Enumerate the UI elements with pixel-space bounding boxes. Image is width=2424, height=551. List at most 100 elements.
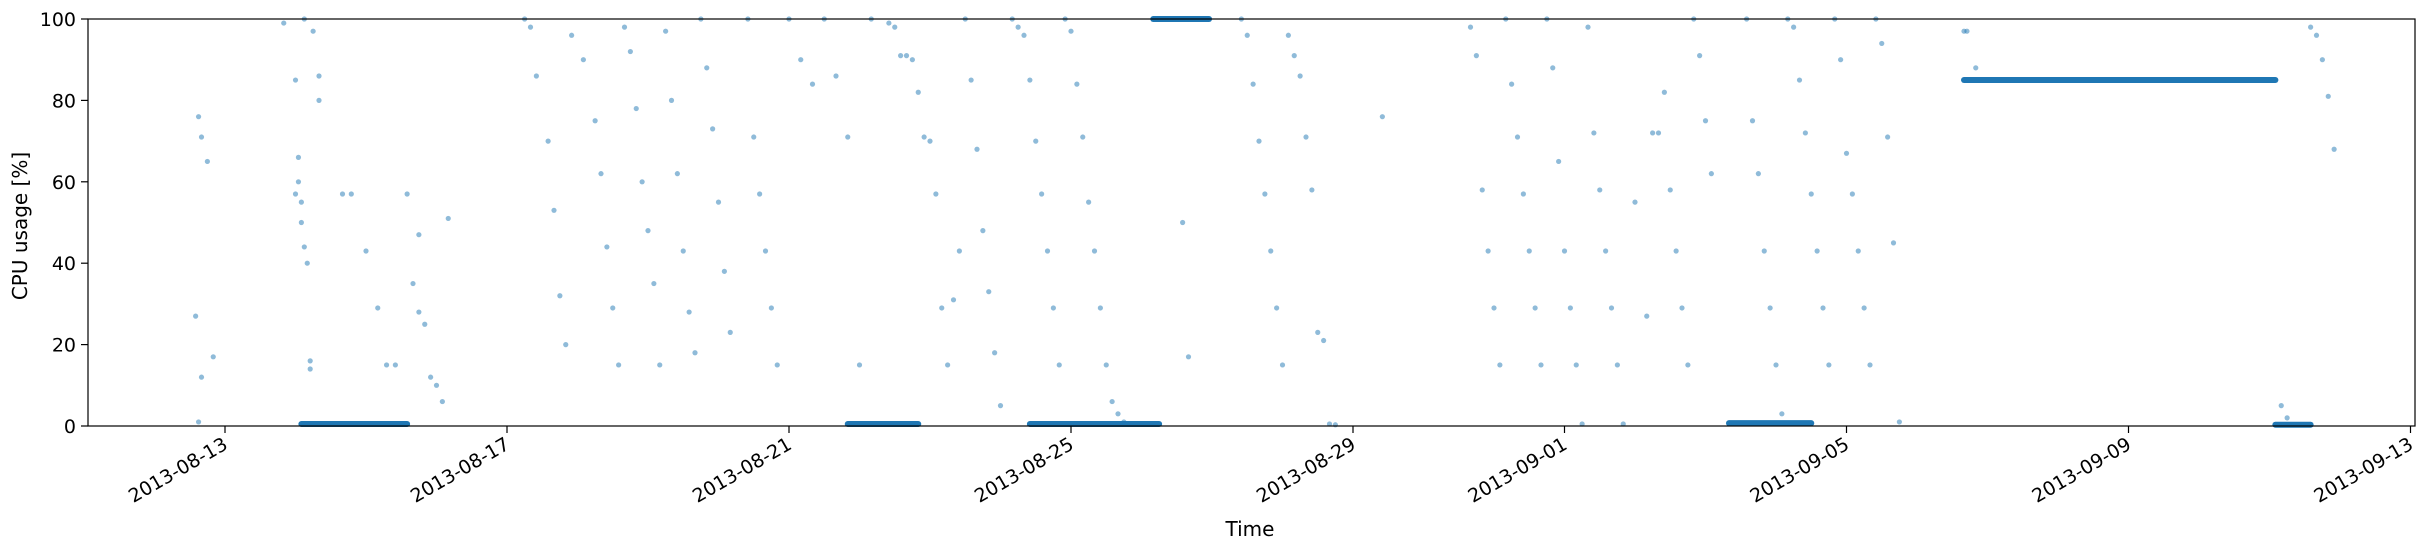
data-point-0-47 xyxy=(598,171,604,177)
data-point-0-179 xyxy=(1685,362,1691,368)
data-point-0-190 xyxy=(1779,411,1785,417)
data-point-0-167 xyxy=(1603,248,1609,254)
data-point-0-14 xyxy=(301,244,307,250)
data-point-0-106 xyxy=(1021,32,1027,38)
data-point-0-197 xyxy=(1820,305,1826,311)
data-point-0-22 xyxy=(339,191,346,197)
data-point-0-59 xyxy=(668,97,675,103)
data-point-0-3 xyxy=(193,313,199,319)
data-point-0-128 xyxy=(1250,81,1256,87)
data-point-0-30 xyxy=(416,309,422,315)
y-tick-label-5: 100 xyxy=(40,9,76,31)
data-point-0-74 xyxy=(768,305,774,311)
data-point-0-149 xyxy=(1497,362,1503,368)
data-point-0-43 xyxy=(563,342,569,348)
y-tick-label-2: 40 xyxy=(52,253,76,275)
data-point-0-108 xyxy=(1033,138,1039,144)
data-point-0-111 xyxy=(1050,305,1056,311)
data-point-0-34 xyxy=(439,398,445,405)
data-point-0-220 xyxy=(2284,415,2290,421)
y-tick-label-3: 60 xyxy=(52,172,76,194)
data-point-0-71 xyxy=(751,134,757,140)
data-point-0-29 xyxy=(410,280,416,287)
data-point-0-136 xyxy=(1297,73,1303,79)
data-point-0-12 xyxy=(298,199,304,205)
data-point-0-186 xyxy=(1755,171,1761,177)
data-point-0-159 xyxy=(1556,158,1562,165)
data-point-0-196 xyxy=(1814,248,1820,254)
data-point-0-28 xyxy=(404,191,410,197)
data-point-0-215 xyxy=(2313,32,2320,38)
data-point-0-133 xyxy=(1279,362,1286,368)
data-point-0-155 xyxy=(1532,305,1538,311)
data-point-0-219 xyxy=(2278,403,2284,409)
data-point-0-177 xyxy=(1673,248,1679,254)
data-point-0-52 xyxy=(627,48,633,55)
data-point-0-205 xyxy=(1867,362,1873,368)
data-point-0-38 xyxy=(527,24,534,30)
data-point-0-110 xyxy=(1044,248,1051,254)
data-point-0-5 xyxy=(198,374,205,380)
data-point-0-218 xyxy=(2331,146,2337,152)
data-point-0-87 xyxy=(903,53,910,59)
x-tick-label-3: 2013-08-25 xyxy=(971,433,1078,507)
data-point-0-93 xyxy=(939,305,945,311)
data-point-0-98 xyxy=(968,77,974,83)
data-point-0-53 xyxy=(633,105,639,112)
data-point-0-109 xyxy=(1039,191,1045,197)
data-point-0-95 xyxy=(950,297,957,303)
data-point-0-8 xyxy=(292,77,299,83)
data-point-0-122 xyxy=(1115,411,1121,417)
data-point-0-139 xyxy=(1315,329,1321,335)
data-point-0-134 xyxy=(1285,32,1291,38)
data-point-0-107 xyxy=(1027,77,1033,83)
data-point-0-146 xyxy=(1479,187,1485,193)
data-point-0-7 xyxy=(281,20,287,26)
data-point-0-153 xyxy=(1520,191,1526,197)
y-tick-label-4: 80 xyxy=(52,90,76,112)
data-point-0-24 xyxy=(363,248,369,254)
data-point-0-158 xyxy=(1550,65,1556,71)
data-point-0-13 xyxy=(298,219,304,226)
data-point-0-25 xyxy=(375,305,381,311)
data-point-0-73 xyxy=(762,248,769,254)
data-point-0-171 xyxy=(1632,199,1638,205)
data-point-0-94 xyxy=(945,362,951,368)
data-point-0-81 xyxy=(845,134,851,140)
data-point-0-135 xyxy=(1291,53,1297,59)
data-point-0-178 xyxy=(1679,305,1685,311)
data-point-0-147 xyxy=(1485,248,1491,254)
data-point-0-174 xyxy=(1655,130,1662,136)
x-axis-label: Time xyxy=(1225,517,1275,541)
data-point-0-50 xyxy=(616,362,622,368)
y-axis-label: CPU usage [%] xyxy=(8,152,32,300)
data-point-0-101 xyxy=(986,289,992,295)
data-point-0-161 xyxy=(1567,305,1573,311)
data-point-0-41 xyxy=(551,207,557,213)
data-point-0-42 xyxy=(557,293,563,299)
data-point-0-46 xyxy=(592,118,598,124)
data-point-0-35 xyxy=(416,232,422,238)
data-point-0-132 xyxy=(1274,305,1280,311)
data-point-0-212 xyxy=(1964,28,1970,34)
data-point-0-203 xyxy=(1855,248,1861,254)
data-point-0-192 xyxy=(1791,24,1797,30)
data-point-0-210 xyxy=(1896,419,1902,425)
data-point-0-116 xyxy=(1080,134,1086,140)
data-point-0-31 xyxy=(422,321,428,327)
data-point-0-90 xyxy=(921,134,927,140)
data-point-0-200 xyxy=(1838,57,1844,63)
data-point-0-201 xyxy=(1843,150,1850,156)
axes: 0 20 40 60 80 100 2013-08-13 2013-08-17 2013-08-… xyxy=(40,9,2417,508)
data-point-0-121 xyxy=(1109,398,1115,405)
data-point-0-75 xyxy=(774,362,780,368)
data-point-0-217 xyxy=(2325,93,2331,99)
data-point-0-10 xyxy=(295,179,302,185)
data-point-0-198 xyxy=(1826,362,1832,368)
data-point-0-69 xyxy=(727,329,733,335)
x-tick-label-6: 2013-09-05 xyxy=(1746,433,1853,507)
data-point-0-151 xyxy=(1509,81,1515,87)
data-point-0-67 xyxy=(715,199,722,205)
data-point-0-124 xyxy=(1180,219,1186,226)
